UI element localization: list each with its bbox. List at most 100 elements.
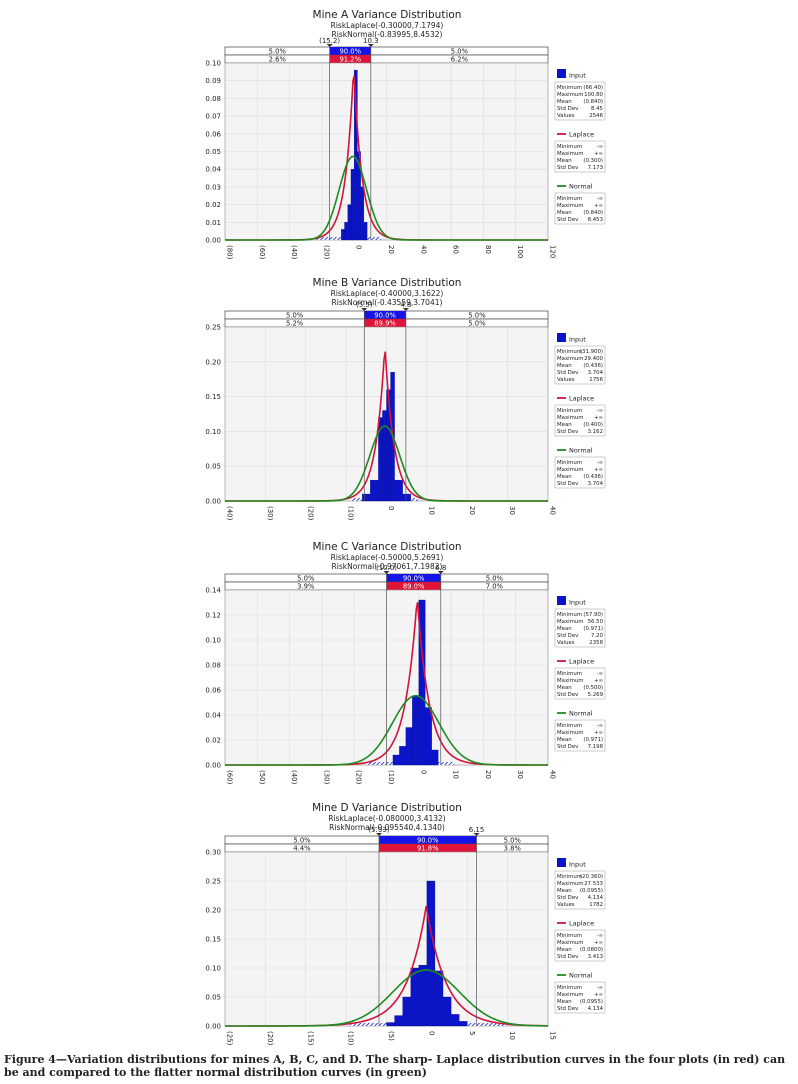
stat-label: Minimum <box>557 196 582 202</box>
percent-band-center <box>364 311 406 319</box>
histogram-bar <box>450 1014 460 1027</box>
x-tick-label: 80 <box>484 245 492 254</box>
percent-center: 89.0% <box>403 582 425 590</box>
stat-value: (0.840) <box>583 99 603 105</box>
stat-value: 27.533 <box>584 881 603 887</box>
stat-label: Maximum <box>557 92 584 98</box>
percent-band-center <box>329 55 371 63</box>
stat-label: Std Dev <box>557 1006 579 1012</box>
stat-label: Minimum <box>557 144 582 150</box>
legend-stats-box <box>554 981 606 1014</box>
x-tick-label: (10) <box>347 1031 355 1046</box>
stat-label: Std Dev <box>557 692 579 698</box>
stat-label: Mean <box>557 947 572 953</box>
stat-value: 7.20 <box>591 633 604 639</box>
histogram-bar <box>341 229 345 241</box>
x-tick-label: 20 <box>387 245 395 254</box>
left-marker-triangle-icon[interactable] <box>383 571 390 574</box>
histogram-bar <box>392 754 400 766</box>
x-tick-label: (80) <box>226 245 234 260</box>
percent-left: 5.0% <box>286 311 304 319</box>
stat-value: +∞ <box>594 678 603 684</box>
stat-label: Std Dev <box>557 954 579 960</box>
x-tick-label: (15) <box>306 1031 314 1046</box>
stat-value: -∞ <box>597 460 603 466</box>
stat-value: 3.704 <box>588 481 604 487</box>
y-tick-label: 0.07 <box>205 113 221 121</box>
right-marker-triangle-icon[interactable] <box>437 571 444 574</box>
x-tick-label: (10) <box>387 770 395 785</box>
histogram-bar <box>399 746 407 766</box>
stat-label: Minimum <box>557 933 582 939</box>
stat-label: Std Dev <box>557 165 579 171</box>
legend-series-name: Laplace <box>569 920 594 928</box>
y-tick-label: 0.09 <box>205 77 221 85</box>
x-tick-label: 15 <box>549 1031 557 1040</box>
histogram-bar <box>405 727 413 766</box>
stat-value: -∞ <box>597 933 603 939</box>
histogram-bar <box>363 222 368 241</box>
right-marker-triangle-icon[interactable] <box>367 44 374 47</box>
stat-value: (0.971) <box>583 626 603 632</box>
percent-right: 7.0% <box>486 582 504 590</box>
histogram-bar <box>412 696 419 766</box>
stat-value: +∞ <box>594 940 603 946</box>
histogram-bar <box>431 749 439 766</box>
stat-label: Mean <box>557 363 572 369</box>
histogram-bar <box>459 1021 468 1027</box>
stat-value: (0.0800) <box>580 947 603 953</box>
stat-value: 7.198 <box>588 744 604 750</box>
percent-center: 90.0% <box>417 836 439 844</box>
y-tick-label: 0.12 <box>205 612 221 620</box>
stat-value: (0.0955) <box>580 888 603 894</box>
stat-label: Minimum <box>557 408 582 414</box>
legend-stats-box <box>554 140 606 173</box>
y-tick-label: 0.15 <box>205 936 221 944</box>
x-tick-label: 20 <box>484 770 492 779</box>
legend-stats-box <box>554 929 606 962</box>
y-tick-label: 0.06 <box>205 130 221 138</box>
percent-right: 6.2% <box>451 55 469 63</box>
stat-label: Minimum <box>557 671 582 677</box>
right-marker-triangle-icon[interactable] <box>402 308 409 311</box>
normal-fit-label: RiskNormal(-0.97061,7.1982) <box>332 562 443 571</box>
percent-left: 5.0% <box>297 574 315 582</box>
stat-value: 8.453 <box>588 217 603 223</box>
legend-series-name: Normal <box>569 183 593 191</box>
stat-label: Std Dev <box>557 106 579 112</box>
normal-curve <box>225 425 548 502</box>
x-tick-label: (40) <box>290 245 298 260</box>
y-tick-label: 0.15 <box>205 393 221 401</box>
stat-value: 8.45 <box>591 106 603 112</box>
stat-label: Mean <box>557 422 572 428</box>
stat-label: Mean <box>557 474 572 480</box>
laplace-fit-label: RiskLaplace(-0.40000,3.1622) <box>331 289 444 298</box>
x-tick-label: 0 <box>355 245 363 249</box>
normal-fit-label: RiskNormal(-0.43559,3.7041) <box>332 298 443 307</box>
stat-value: 3.704 <box>588 370 604 376</box>
stat-value: 7.173 <box>588 165 603 171</box>
stat-value: 1782 <box>589 902 603 908</box>
legend-stats-box <box>554 608 606 648</box>
stat-label: Mean <box>557 685 572 691</box>
normal-fit-label: RiskNormal(-0.095540,4.1340) <box>329 823 445 832</box>
left-marker-triangle-icon[interactable] <box>375 833 382 836</box>
percent-left: 5.0% <box>269 47 287 55</box>
stat-label: Mean <box>557 888 572 894</box>
y-tick-label: 0.00 <box>205 498 221 506</box>
legend-stats-box <box>554 404 606 437</box>
right-marker-label: 6.15 <box>469 826 485 834</box>
histogram-bar <box>360 186 365 241</box>
percent-left: 2.6% <box>269 55 287 63</box>
right-marker-triangle-icon[interactable] <box>473 833 480 836</box>
stat-value: 3.413 <box>588 954 603 960</box>
x-tick-label: 0 <box>419 770 427 774</box>
stat-label: Std Dev <box>557 370 579 376</box>
left-marker-triangle-icon[interactable] <box>361 308 368 311</box>
y-tick-label: 0.30 <box>205 849 221 857</box>
x-tick-label: 0 <box>387 506 395 510</box>
x-tick-label: 10 <box>452 770 460 779</box>
stat-value: (0.436) <box>583 363 603 369</box>
left-marker-triangle-icon[interactable] <box>326 44 333 47</box>
x-tick-label: (20) <box>355 770 363 785</box>
